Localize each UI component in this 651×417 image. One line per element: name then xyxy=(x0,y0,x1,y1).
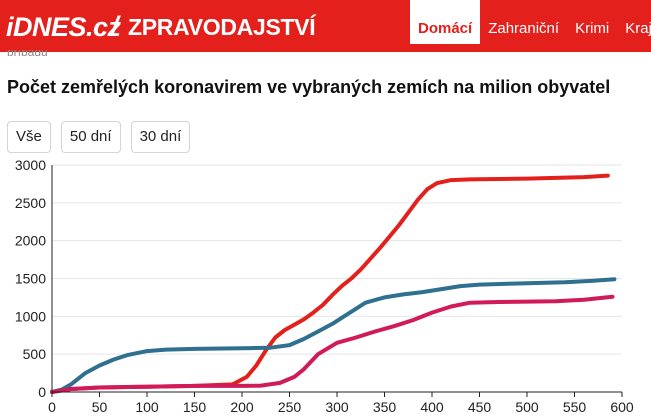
y-tick-label: 1000 xyxy=(15,308,46,324)
y-tick-label: 500 xyxy=(23,346,47,362)
x-tick-label: 100 xyxy=(135,399,159,415)
nav-item-domaci[interactable]: Domácí xyxy=(410,0,481,44)
series-line-2 xyxy=(50,294,615,394)
chart-series xyxy=(50,173,617,394)
y-tick-label: 2000 xyxy=(15,233,46,249)
nav-item-kraj[interactable]: Kraj xyxy=(625,20,651,37)
x-tick-label: 550 xyxy=(563,399,587,415)
page-title: Počet zemřelých koronavirem ve vybraných… xyxy=(7,77,611,97)
x-tick-label: 350 xyxy=(373,399,397,415)
range-button-30[interactable]: 30 dní xyxy=(130,121,191,153)
series-line-0 xyxy=(50,173,610,394)
range-button-all[interactable]: Vše xyxy=(7,121,51,153)
chart-grid xyxy=(52,164,622,393)
range-buttons: Vše 50 dní 30 dní xyxy=(7,121,191,153)
y-tick-label: 0 xyxy=(38,384,46,400)
y-tick-label: 2500 xyxy=(15,195,46,211)
line-chart: 0 500 1000 1500 2000 2500 3000 0 50 100 150 200 250 3… xyxy=(15,157,634,415)
x-tick-label: 250 xyxy=(278,399,302,415)
x-tick-label: 500 xyxy=(515,399,539,415)
main-nav: Domácí Zahraniční Krimi Kraj xyxy=(410,0,651,52)
x-tick-label: 150 xyxy=(183,399,207,415)
y-tick-label: 1500 xyxy=(15,271,46,287)
x-tick-label: 0 xyxy=(48,399,56,415)
x-tick-label: 50 xyxy=(92,399,108,415)
logo-separator: / xyxy=(111,11,119,41)
section-title[interactable]: ZPRAVODAJSTVÍ xyxy=(128,14,316,40)
y-tick-label: 3000 xyxy=(15,157,46,173)
nav-item-zahranicni[interactable]: Zahraniční xyxy=(488,20,560,37)
x-tick-label: 400 xyxy=(420,399,444,415)
clipped-text: případů xyxy=(7,50,48,56)
site-logo[interactable]: iDNES.cz xyxy=(6,12,121,42)
range-button-50[interactable]: 50 dní xyxy=(60,121,121,153)
x-tick-label: 300 xyxy=(325,399,349,415)
top-header: iDNES.cz / ZPRAVODAJSTVÍ Domácí Zahranič… xyxy=(0,0,651,52)
nav-item-krimi[interactable]: Krimi xyxy=(575,20,610,37)
x-tick-label: 200 xyxy=(230,399,254,415)
x-tick-label: 450 xyxy=(468,399,492,415)
chart-axes: 0 500 1000 1500 2000 2500 3000 0 50 100 150 200 250 3… xyxy=(15,157,634,415)
series-line-1 xyxy=(50,277,617,394)
x-tick-label: 600 xyxy=(610,399,634,415)
